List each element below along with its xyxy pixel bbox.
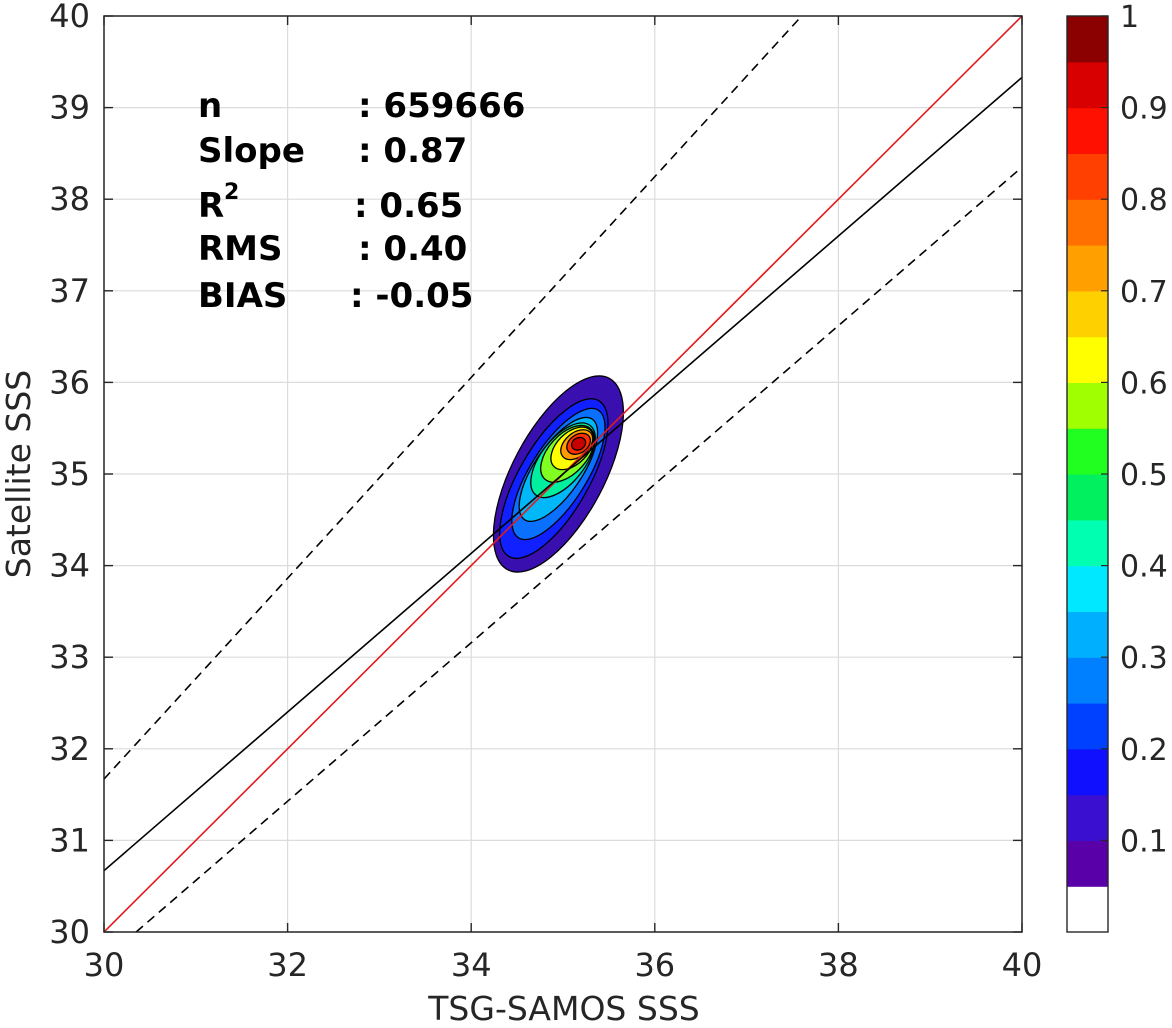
colorbar-segment (1067, 245, 1108, 292)
y-tick-label: 35 (49, 455, 90, 493)
colorbar-segment (1067, 199, 1108, 246)
colorbar-segment (1067, 474, 1108, 521)
stat-value: : -0.05 (350, 276, 473, 316)
y-tick-label: 38 (49, 180, 90, 218)
stat-label: BIAS (198, 276, 287, 316)
upper-bound-line (104, 16, 803, 780)
y-tick-label: 36 (49, 363, 90, 401)
stat-value: : 659666 (358, 86, 525, 126)
y-tick-label: 33 (49, 638, 90, 676)
colorbar-segment (1067, 382, 1108, 429)
colorbar-segment (1067, 290, 1108, 338)
stat-label: Slope (198, 131, 305, 171)
colorbar-segment (1067, 794, 1108, 841)
colorbar-segment (1067, 611, 1108, 658)
colorbar-segment (1067, 748, 1108, 796)
y-tick-label: 37 (49, 272, 90, 310)
x-axis-label: TSG-SAMOS SSS (427, 989, 699, 1028)
x-tick-label: 36 (634, 946, 675, 984)
x-tick-label: 32 (267, 946, 308, 984)
stat-label-superscript: 2 (224, 180, 239, 205)
lower-bound-line (135, 166, 1022, 932)
colorbar-segment (1067, 886, 1108, 933)
colorbar-segment (1067, 16, 1108, 63)
colorbar-tick-label: 0.8 (1120, 183, 1168, 218)
colorbar-segment (1067, 703, 1108, 750)
density-contour (570, 436, 587, 451)
colorbar-segment (1067, 107, 1108, 154)
x-tick-label: 34 (451, 946, 492, 984)
colorbar-segment (1067, 657, 1108, 704)
y-tick-label: 39 (49, 89, 90, 127)
stat-value: : 0.40 (358, 229, 467, 269)
stat-label: RMS (198, 229, 283, 269)
colorbar-segment (1067, 428, 1108, 475)
colorbar-tick-label: 0.4 (1120, 550, 1168, 585)
colorbar-segment (1067, 153, 1108, 200)
colorbar-segment (1067, 61, 1108, 109)
colorbar-tick-label: 1 (1120, 0, 1139, 35)
colorbar-tick-label: 0.6 (1120, 366, 1168, 401)
colorbar-segment (1067, 519, 1108, 567)
y-tick-label: 40 (49, 0, 90, 35)
colorbar-tick-label: 0.2 (1120, 733, 1168, 768)
colorbar-segment (1067, 336, 1108, 383)
x-tick-label: 38 (818, 946, 859, 984)
colorbar-tick-label: 0.3 (1120, 641, 1168, 676)
y-tick-label: 32 (49, 730, 90, 768)
stat-value: : 0.65 (354, 186, 463, 226)
plot-area: 30 32 34 36 38 40 30 31 32 33 34 35 36 37 38 39 40 n : 659… (49, 0, 1042, 984)
density-contours (492, 375, 625, 573)
colorbar-tick-label: 0.1 (1120, 824, 1168, 859)
stat-value: : 0.87 (358, 131, 467, 171)
y-tick-label: 34 (49, 547, 90, 585)
colorbar-segment (1067, 840, 1108, 887)
colorbar-tick-label: 0.5 (1120, 458, 1168, 493)
colorbar: 0.1 0.2 0.3 0.4 0.5 0.6 0.7 0.8 0.9 1 (1066, 0, 1168, 933)
reference-lines (104, 16, 1022, 932)
x-tick-label: 30 (84, 946, 125, 984)
x-tick-label: 40 (1002, 946, 1043, 984)
stat-label: n (198, 86, 222, 126)
colorbar-tick-label: 0.7 (1120, 275, 1168, 310)
regression-line (104, 76, 1022, 872)
colorbar-tick-label: 0.9 (1120, 92, 1168, 127)
y-axis-label: Satellite SSS (0, 370, 38, 579)
stat-label: R (198, 186, 224, 226)
stats-annotation: n : 659666 Slope : 0.87 R 2 : 0.65 RMS : 0.40 BIA… (198, 86, 525, 316)
colorbar-segment (1067, 565, 1108, 612)
y-tick-label: 30 (49, 913, 90, 951)
y-tick-label: 31 (49, 821, 90, 859)
